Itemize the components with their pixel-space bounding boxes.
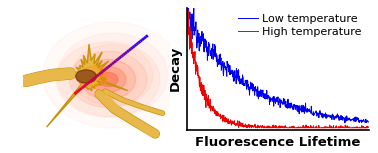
High temperature (292, 127, 297, 129)
High temperature (366, 127, 371, 129)
Ellipse shape (72, 44, 153, 106)
High temperature (322, 127, 326, 129)
Line: High temperature: High temperature (187, 9, 369, 128)
Low temperature (306, 110, 311, 111)
Line: Low temperature: Low temperature (187, 5, 369, 123)
Low temperature (366, 121, 371, 123)
High temperature (231, 121, 236, 123)
High temperature (306, 126, 311, 128)
High temperature (185, 8, 189, 10)
Low temperature (186, 4, 191, 6)
High temperature (245, 127, 249, 129)
Low temperature (322, 113, 326, 115)
Low temperature (267, 103, 272, 105)
High temperature (217, 114, 222, 116)
Ellipse shape (57, 33, 167, 117)
Ellipse shape (76, 70, 96, 83)
Low temperature (185, 17, 189, 19)
Ellipse shape (70, 51, 147, 108)
Ellipse shape (98, 72, 118, 86)
Ellipse shape (79, 66, 108, 87)
X-axis label: Fluorescence Lifetime: Fluorescence Lifetime (195, 136, 361, 149)
Low temperature (292, 104, 297, 106)
Polygon shape (46, 44, 128, 127)
Low temperature (217, 55, 222, 57)
Ellipse shape (56, 42, 160, 117)
Y-axis label: Decay: Decay (169, 46, 181, 91)
Legend: Low temperature, High temperature: Low temperature, High temperature (237, 13, 363, 38)
Ellipse shape (43, 22, 182, 128)
High temperature (267, 125, 272, 127)
Ellipse shape (81, 60, 136, 99)
Ellipse shape (90, 67, 126, 92)
Low temperature (342, 122, 347, 124)
Low temperature (232, 80, 236, 82)
